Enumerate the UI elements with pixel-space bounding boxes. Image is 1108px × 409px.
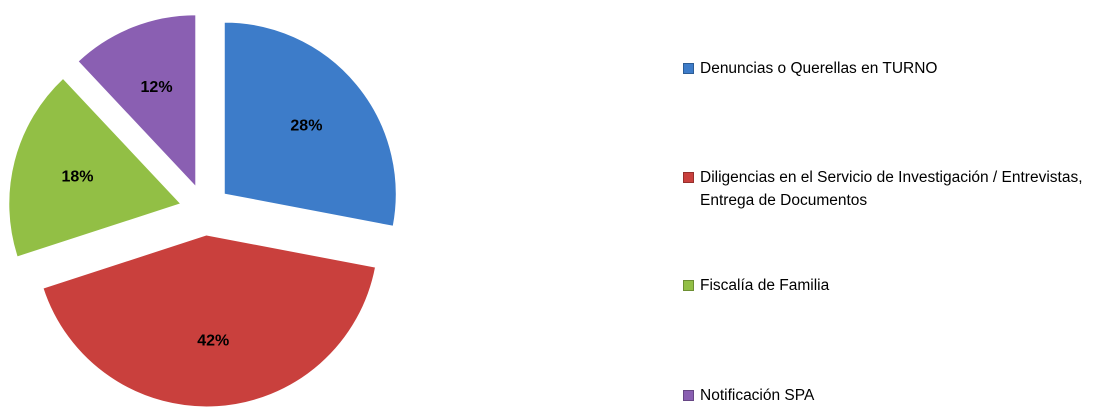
legend-label: Notificación SPA <box>700 387 815 404</box>
pie-slice <box>223 21 397 227</box>
legend-label: Denuncias o Querellas en TURNO <box>700 60 938 77</box>
legend-item: Diligencias en el Servicio de Investigac… <box>683 166 1100 212</box>
legend-item: Denuncias o Querellas en TURNO <box>683 57 1100 80</box>
legend: Denuncias o Querellas en TURNO Diligencia… <box>683 0 1108 409</box>
legend-label: Diligencias en el Servicio de Investigac… <box>700 169 1083 209</box>
pie-slice <box>42 234 377 408</box>
legend-item: Fiscalía de Familia <box>683 274 1100 297</box>
legend-item: Notificación SPA <box>683 384 1100 407</box>
legend-marker <box>683 390 694 401</box>
legend-marker <box>683 172 694 183</box>
legend-marker <box>683 280 694 291</box>
slice-label: 12% <box>141 79 173 96</box>
pie-slice <box>77 14 197 189</box>
slice-label: 28% <box>290 117 322 134</box>
slice-label: 18% <box>61 168 93 185</box>
pie-slice <box>8 77 182 258</box>
legend-label: Fiscalía de Familia <box>700 277 830 294</box>
slice-label: 42% <box>197 333 229 350</box>
legend-marker <box>683 63 694 74</box>
